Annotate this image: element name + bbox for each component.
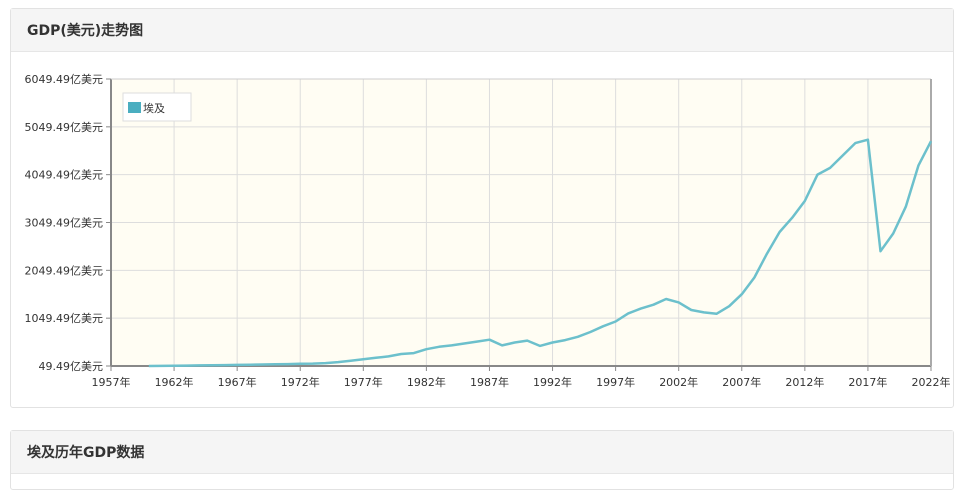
legend-label-egypt: 埃及 [143,101,165,115]
gdp-table-title: 埃及历年GDP数据 [11,431,953,474]
x-tick-label: 2007年 [722,375,761,389]
y-axis-ticks: 49.49亿美元 1049.49亿美元 2049.49亿美元 3049.49亿美元 40… [25,73,111,373]
x-tick-label: 1997年 [596,375,635,389]
gdp-trend-panel: GDP(美元)走势图 49.49亿美元 1049.49亿美元 2049.49亿美元 3… [10,8,954,408]
x-tick-label: 1987年 [470,375,509,389]
legend[interactable]: 埃及 [122,92,192,122]
x-tick-label: 1977年 [344,375,383,389]
x-tick-label: 1972年 [281,375,320,389]
y-tick-label: 3049.49亿美元 [25,217,104,230]
y-tick-label: 2049.49亿美元 [25,264,104,277]
series-line-egypt [148,138,933,368]
x-tick-label: 2022年 [912,375,951,389]
y-tick-label: 49.49亿美元 [39,360,104,373]
gdp-table-panel: 埃及历年GDP数据 [10,430,954,490]
x-tick-label: 1957年 [92,375,131,389]
x-tick-label: 2017年 [848,375,887,389]
y-tick-label: 5049.49亿美元 [25,121,104,134]
y-tick-label: 1049.49亿美元 [25,312,104,325]
y-tick-label: 4049.49亿美元 [25,169,104,182]
x-tick-label: 1992年 [533,375,572,389]
x-tick-label: 1962年 [155,375,194,389]
axes [110,78,932,367]
gdp-trend-title: GDP(美元)走势图 [11,9,953,52]
x-tick-label: 2002年 [659,375,698,389]
x-tick-label: 2012年 [785,375,824,389]
x-axis-ticks: 1957年 1962年 1967年 1972年 1977年 1982年 1987年 1992年… [92,366,951,389]
x-tick-label: 1982年 [407,375,446,389]
gdp-line-chart: 49.49亿美元 1049.49亿美元 2049.49亿美元 3049.49亿美元 40… [25,73,951,389]
y-tick-label: 6049.49亿美元 [25,73,104,86]
x-tick-label: 1967年 [218,375,257,389]
legend-swatch-egypt [128,102,141,113]
